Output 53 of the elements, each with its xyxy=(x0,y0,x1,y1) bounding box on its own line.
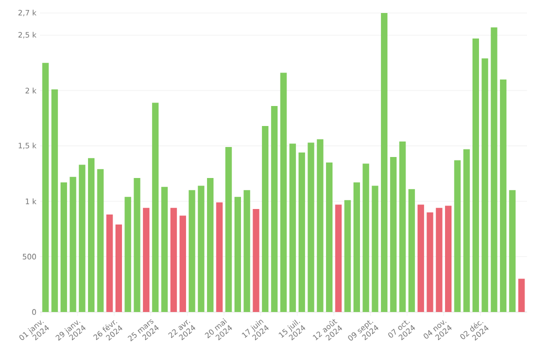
bar xyxy=(78,164,86,312)
bar xyxy=(170,208,177,312)
bar xyxy=(51,89,58,312)
bar xyxy=(152,102,159,312)
bar xyxy=(454,160,461,312)
bar xyxy=(509,190,516,312)
bar xyxy=(308,142,314,312)
bar xyxy=(115,224,122,312)
bar xyxy=(344,200,351,312)
bar xyxy=(88,158,95,312)
bar xyxy=(216,202,223,312)
bar xyxy=(490,27,498,312)
bar xyxy=(316,139,324,312)
bar xyxy=(418,204,424,312)
bar xyxy=(380,12,388,312)
bar xyxy=(180,216,186,312)
bar xyxy=(518,278,525,312)
bar xyxy=(362,164,370,312)
bar xyxy=(390,156,397,312)
bar xyxy=(280,72,287,312)
bar xyxy=(463,149,470,312)
bar xyxy=(42,62,49,312)
bar xyxy=(353,182,360,312)
bar xyxy=(298,152,306,312)
bar xyxy=(289,144,296,312)
bar xyxy=(326,162,333,312)
bar xyxy=(70,176,76,312)
bar xyxy=(262,126,268,312)
bar xyxy=(472,38,479,312)
bar xyxy=(198,186,204,312)
bar xyxy=(188,190,196,312)
bar xyxy=(225,146,232,312)
bar xyxy=(408,189,415,312)
bar xyxy=(482,58,488,312)
bar xyxy=(142,208,150,312)
bar xyxy=(372,186,378,312)
bar xyxy=(134,178,140,312)
bar xyxy=(244,190,250,312)
bar xyxy=(60,182,68,312)
bar xyxy=(436,208,442,312)
bar xyxy=(106,214,113,312)
bar xyxy=(252,209,260,312)
bar xyxy=(97,169,104,312)
bar xyxy=(500,79,506,312)
bar xyxy=(271,106,278,312)
bar xyxy=(399,141,406,312)
bar xyxy=(234,196,241,312)
bar xyxy=(161,186,168,312)
bar xyxy=(426,212,434,312)
bar xyxy=(124,196,132,312)
bar xyxy=(335,204,342,312)
bar xyxy=(207,178,214,312)
bar xyxy=(445,206,452,312)
